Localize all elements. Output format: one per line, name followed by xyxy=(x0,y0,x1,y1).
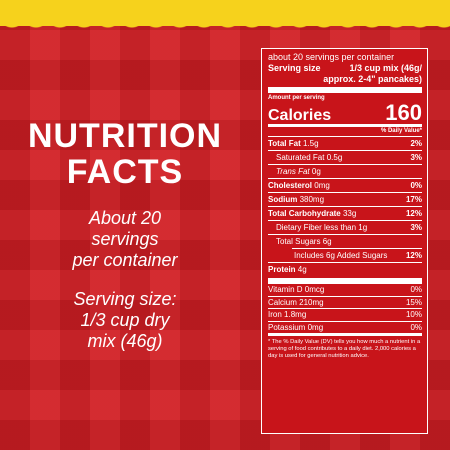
vitamin-dv: 0% xyxy=(410,322,422,332)
nutrient-dv: 12% xyxy=(405,209,422,218)
nutrient-row-total-carbohydrate: Total Carbohydrate 33g 12% xyxy=(268,207,422,220)
servings-line-2: servings xyxy=(91,229,159,249)
nutrient-name: Saturated Fat xyxy=(276,153,325,162)
nutrient-dv: 2% xyxy=(410,139,422,148)
scalloped-edge xyxy=(0,14,450,38)
serving-size-row: Serving size 1/3 cup mix (46g/ approx. 2… xyxy=(268,63,422,85)
nutrient-row-sodium: Sodium 380mg 17% xyxy=(268,193,422,206)
calories-row: Calories 160 xyxy=(268,100,422,125)
vitamin-row-potassium: Potassium 0mg 0% xyxy=(268,322,422,334)
servings-per-container: about 20 servings per container xyxy=(268,52,395,62)
vitamin-dv: 10% xyxy=(405,310,422,319)
nutrient-dv: 0% xyxy=(410,181,422,190)
vitamin-name: Potassium xyxy=(268,322,306,332)
nutrient-name: Protein xyxy=(268,265,296,274)
vitamin-amount: 1.8mg xyxy=(284,310,307,319)
nutrient-dv: 3% xyxy=(410,153,422,162)
spacer xyxy=(14,271,236,289)
nutrient-row-dietary-fiber: Dietary Fiber less than 1g 3% xyxy=(268,221,422,234)
nutrient-amount: 0mg xyxy=(314,181,330,190)
nutrient-name: Total Sugars xyxy=(276,237,321,246)
thick-divider xyxy=(268,278,422,284)
vitamin-name: Iron xyxy=(268,310,282,319)
vitamin-row-calcium: Calcium 210mg 15% xyxy=(268,297,422,309)
nutrient-row-saturated-fat: Saturated Fat 0.5g 3% xyxy=(268,151,422,164)
nutrient-amount: 6g xyxy=(322,237,332,246)
nutrient-amount: 6g Added Sugars xyxy=(326,251,388,260)
serving-size-line-1: Serving size: xyxy=(73,289,177,309)
thick-divider xyxy=(268,87,422,93)
serving-size-label: Serving size xyxy=(268,63,321,73)
vitamin-dv: 0% xyxy=(410,285,422,294)
nutrient-row-total-sugars: Total Sugars 6g xyxy=(268,235,422,248)
nutrient-name: Cholesterol xyxy=(268,181,313,190)
nutrient-name: Total Fat xyxy=(268,139,301,148)
footnote: * The % Daily Value (DV) tells you how m… xyxy=(268,339,421,359)
vitamin-dv: 15% xyxy=(405,297,422,307)
nutrient-amount: less than 1g xyxy=(324,223,368,232)
headline: NUTRITION FACTS xyxy=(14,118,236,190)
vitamin-name: Vitamin D xyxy=(268,285,303,294)
nutrient-amount: 33g xyxy=(342,209,357,218)
nutrient-dv: 3% xyxy=(410,223,422,232)
nutrient-dv: 12% xyxy=(405,251,422,260)
nutrient-name: Includes xyxy=(294,251,324,260)
vitamin-amount: 210mg xyxy=(299,297,324,307)
calories-value: 160 xyxy=(385,100,422,125)
calories-label: Calories xyxy=(268,107,332,124)
vitamin-row-vitamin-d: Vitamin D 0mcg 0% xyxy=(268,284,422,296)
vitamin-name: Calcium xyxy=(268,297,297,307)
nutrient-amount: 380mg xyxy=(299,195,325,204)
nutrient-name: Trans Fat xyxy=(276,167,310,176)
medium-divider xyxy=(268,333,422,336)
serving-size-value-2: approx. 2-4" pancakes) xyxy=(323,74,422,84)
nutrient-amount: 1.5g xyxy=(302,139,319,148)
nutrient-row-cholesterol: Cholesterol 0mg 0% xyxy=(268,179,422,192)
nutrient-row-trans-fat: Trans Fat 0g xyxy=(268,165,422,178)
nutrient-name: Sodium xyxy=(268,195,298,204)
servings-line-3: per container xyxy=(72,250,178,270)
nutrient-amount: 0g xyxy=(311,167,321,176)
nutrient-amount: 0.5g xyxy=(326,153,343,162)
nutrition-facts-label: about 20 servings per container Serving … xyxy=(261,48,428,434)
serving-size-line-3: mix (46g) xyxy=(87,331,163,351)
serving-size-value: 1/3 cup mix (46g/ approx. 2-4" pancakes) xyxy=(323,63,422,85)
nutrient-row-total-fat: Total Fat 1.5g 2% xyxy=(268,137,422,150)
nutrient-row-added-sugars: Includes 6g Added Sugars 12% xyxy=(268,249,422,262)
vitamin-row-iron: Iron 1.8mg 10% xyxy=(268,309,422,321)
nutrient-row-protein: Protein 4g xyxy=(268,263,422,276)
headline-line-1: NUTRITION xyxy=(27,117,223,155)
nutrient-amount: 4g xyxy=(297,265,307,274)
daily-value-header: % Daily Value* xyxy=(380,128,422,134)
summary-text: About 20 servings per container Serving … xyxy=(14,208,236,352)
medium-divider xyxy=(268,124,422,127)
servings-line-1: About 20 xyxy=(88,208,162,228)
serving-size-value-1: 1/3 cup mix (46g/ xyxy=(349,63,422,73)
vitamin-amount: 0mg xyxy=(307,322,324,332)
nutrition-summary-panel: NUTRITION FACTS About 20 servings per co… xyxy=(14,118,236,352)
headline-line-2: FACTS xyxy=(66,153,184,191)
amount-per-serving: Amount per serving xyxy=(268,95,325,101)
nutrient-name: Dietary Fiber xyxy=(276,223,322,232)
vitamin-amount: 0mcg xyxy=(304,285,325,294)
serving-size-line-2: 1/3 cup dry xyxy=(80,310,170,330)
nutrient-dv: 17% xyxy=(405,195,422,204)
nutrient-name: Total Carbohydrate xyxy=(268,209,341,218)
